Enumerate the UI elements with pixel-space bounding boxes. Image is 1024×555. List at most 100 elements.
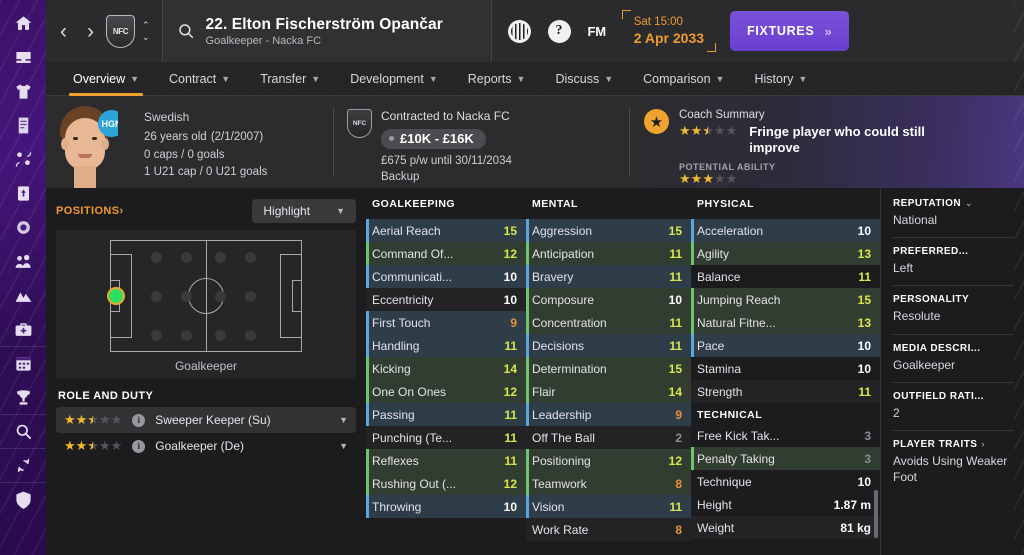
attribute-name: Positioning [532, 453, 591, 468]
sidebar-item-match[interactable] [0, 210, 46, 244]
attributes-scrollbar[interactable] [874, 490, 878, 538]
physical-technical-column: PHYSICAL Acceleration 10 Agility 13 Balance 1… [691, 198, 880, 555]
sidebar-item-club[interactable] [0, 482, 46, 516]
attribute-value: 11 [504, 407, 517, 422]
sidebar-item-staff[interactable] [0, 244, 46, 278]
attribute-name: One On Ones [372, 384, 447, 399]
sidebar-item-competitions[interactable] [0, 380, 46, 414]
value-dot-icon [389, 136, 394, 142]
tab-history[interactable]: History ▼ [739, 62, 822, 96]
sidebar-item-change[interactable] [0, 448, 46, 482]
chevron-icon[interactable]: › [981, 439, 985, 450]
sidebar-item-development[interactable] [0, 176, 46, 210]
world-icon[interactable] [507, 19, 531, 43]
tab-comparison[interactable]: Comparison ▼ [628, 62, 739, 96]
staff-icon[interactable] [14, 252, 33, 271]
detail-label: PERSONALITY [893, 294, 970, 306]
home-icon[interactable] [14, 14, 33, 33]
detail-block[interactable]: PLAYER TRAITS › Avoids Using Weaker Foot [893, 429, 1014, 494]
forward-button[interactable]: › [87, 19, 94, 43]
attribute-value: 10 [857, 338, 871, 353]
attribute-value: 10 [857, 361, 871, 376]
tab-label: Comparison [643, 71, 711, 86]
club-badge-selector[interactable]: NFC ⌃ ⌄ [100, 0, 162, 62]
tab-reports[interactable]: Reports ▼ [453, 62, 541, 96]
chevron-down-icon[interactable]: ▼ [339, 415, 348, 426]
detail-block[interactable]: REPUTATION ⌄ National [893, 198, 1014, 237]
attribute-row: Composure 10 [526, 288, 691, 311]
medical-icon[interactable] [14, 320, 33, 339]
chevron-down-icon: ▼ [336, 206, 345, 216]
attribute-value: 3 [864, 451, 871, 466]
sidebar-item-transfers[interactable] [0, 142, 46, 176]
tab-discuss[interactable]: Discuss ▼ [540, 62, 628, 96]
squad-icon[interactable] [14, 82, 33, 101]
attribute-row: Technique 10 [691, 470, 880, 493]
transfers-icon[interactable] [14, 150, 33, 169]
role-and-duty-title: ROLE AND DUTY [58, 390, 154, 402]
chevron-down-icon[interactable]: ⌄ [142, 31, 150, 42]
development-icon[interactable] [14, 184, 33, 203]
attribute-row: Passing 11 [366, 403, 526, 426]
tactics-icon[interactable] [14, 116, 33, 135]
tab-label: Development [350, 71, 424, 86]
shield-icon[interactable] [14, 490, 33, 509]
sidebar-item-training[interactable] [0, 278, 46, 312]
date-time: Sat 15:00 [633, 15, 683, 28]
player-stepper[interactable]: ⌃ ⌄ [142, 19, 150, 42]
sidebar-item-schedule[interactable] [0, 346, 46, 380]
pitch-diagram[interactable]: Goalkeeper [56, 230, 356, 379]
sidebar-item-search[interactable] [0, 414, 46, 448]
player-nationality: Swedish [144, 110, 190, 124]
top-bar: ‹ › NFC ⌃ ⌄ 22. Elton Fischerström Opanč… [46, 0, 1024, 62]
highlight-dropdown[interactable]: Highlight ▼ [252, 199, 356, 223]
back-button[interactable]: ‹ [60, 19, 67, 43]
tab-contract[interactable]: Contract ▼ [154, 62, 245, 96]
training-icon[interactable] [14, 286, 33, 305]
info-icon[interactable]: i [132, 439, 146, 453]
inbox-icon[interactable] [14, 48, 33, 67]
tab-development[interactable]: Development ▼ [335, 62, 453, 96]
game-date: Sat 15:00 2 Apr 2033 [621, 0, 720, 62]
attribute-name: Free Kick Tak... [697, 428, 780, 443]
sidebar-item-squad[interactable] [0, 74, 46, 108]
detail-value: National [893, 213, 938, 227]
search-icon[interactable] [177, 22, 195, 40]
attribute-row: Bravery 11 [526, 265, 691, 288]
tab-label: History [754, 71, 794, 86]
attribute-row: Aggression 15 [526, 219, 691, 242]
attribute-name: Concentration [532, 315, 607, 330]
trophy-icon[interactable] [14, 388, 33, 407]
sidebar-item-home[interactable] [0, 6, 46, 40]
attribute-name: Pace [697, 338, 725, 353]
detail-label: REPUTATION ⌄ [893, 198, 974, 209]
fixtures-button[interactable]: FIXTURES » [730, 11, 850, 51]
calendar-icon[interactable] [14, 354, 33, 373]
attribute-row: Positioning 12 [526, 449, 691, 472]
chevron-down-icon[interactable]: ▼ [339, 441, 348, 452]
sidebar-item-tactics[interactable] [0, 108, 46, 142]
help-icon[interactable]: ? [547, 19, 571, 43]
attribute-value: 8 [675, 476, 682, 491]
attribute-row: Eccentricity 10 [366, 288, 526, 311]
sidebar-item-medical[interactable] [0, 312, 46, 346]
search-icon[interactable] [14, 422, 33, 441]
attribute-name: Leadership [532, 407, 592, 422]
positions-title[interactable]: POSITIONS› [56, 205, 124, 217]
refresh-icon[interactable] [14, 456, 33, 475]
attribute-value: 10 [857, 223, 871, 238]
chevron-icon[interactable]: ⌄ [965, 198, 974, 208]
tab-overview[interactable]: Overview ▼ [58, 62, 154, 96]
tab-transfer[interactable]: Transfer ▼ [245, 62, 335, 96]
attribute-value: 12 [668, 453, 682, 468]
sidebar-item-inbox[interactable] [0, 40, 46, 74]
chevron-up-icon[interactable]: ⌃ [142, 19, 150, 30]
fm-logo-icon[interactable]: FM [587, 23, 606, 39]
attribute-row: Free Kick Tak... 3 [691, 424, 880, 447]
ball-icon[interactable] [14, 218, 33, 237]
positions-panel: POSITIONS› Highlight ▼ [46, 188, 366, 555]
player-search-block[interactable]: 22. Elton Fischerström Opančar Goalkeepe… [161, 0, 492, 62]
info-icon[interactable]: i [132, 413, 146, 427]
